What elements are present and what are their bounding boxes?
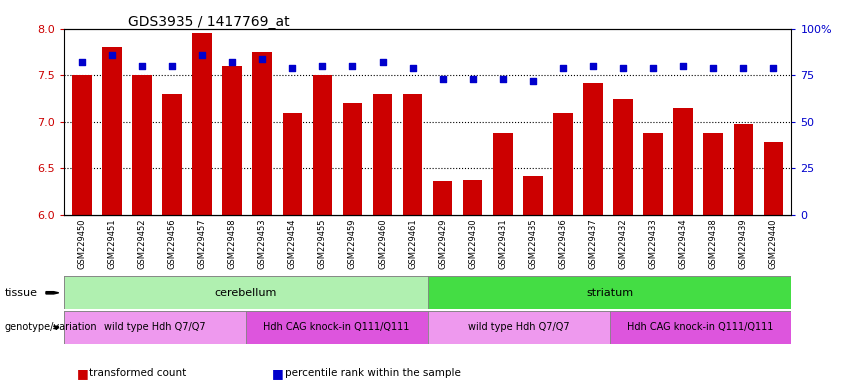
- Bar: [493, 133, 512, 215]
- Text: GSM229436: GSM229436: [558, 218, 568, 269]
- Bar: [734, 124, 753, 215]
- Text: percentile rank within the sample: percentile rank within the sample: [285, 368, 461, 378]
- Point: [496, 76, 510, 82]
- Bar: [64, 276, 427, 309]
- Text: GSM229455: GSM229455: [318, 218, 327, 268]
- Text: genotype/variation: genotype/variation: [4, 322, 97, 333]
- Text: GSM229438: GSM229438: [709, 218, 717, 269]
- Text: GSM229458: GSM229458: [228, 218, 237, 269]
- Bar: [583, 83, 603, 215]
- Bar: [427, 311, 609, 344]
- Point: [767, 65, 780, 71]
- Text: GDS3935 / 1417769_at: GDS3935 / 1417769_at: [128, 15, 289, 29]
- Text: wild type Hdh Q7/Q7: wild type Hdh Q7/Q7: [104, 322, 206, 333]
- Bar: [614, 99, 633, 215]
- Point: [677, 63, 690, 69]
- Text: cerebellum: cerebellum: [214, 288, 277, 298]
- Text: wild type Hdh Q7/Q7: wild type Hdh Q7/Q7: [468, 322, 569, 333]
- Text: transformed count: transformed count: [89, 368, 186, 378]
- Text: GSM229459: GSM229459: [348, 218, 357, 268]
- Bar: [222, 66, 242, 215]
- Point: [556, 65, 569, 71]
- Text: GSM229439: GSM229439: [739, 218, 748, 269]
- Point: [406, 65, 420, 71]
- Point: [75, 59, 89, 65]
- Text: Hdh CAG knock-in Q111/Q111: Hdh CAG knock-in Q111/Q111: [627, 322, 774, 333]
- Bar: [523, 176, 543, 215]
- Bar: [609, 311, 791, 344]
- Bar: [64, 311, 246, 344]
- Bar: [132, 75, 151, 215]
- Text: GSM229456: GSM229456: [168, 218, 176, 269]
- Text: tissue: tissue: [4, 288, 37, 298]
- Text: GSM229460: GSM229460: [378, 218, 387, 269]
- Text: ■: ■: [77, 367, 89, 380]
- Text: GSM229452: GSM229452: [138, 218, 146, 268]
- Bar: [433, 180, 453, 215]
- Bar: [763, 142, 783, 215]
- Text: ■: ■: [272, 367, 284, 380]
- Bar: [253, 52, 272, 215]
- Point: [616, 65, 630, 71]
- Point: [165, 63, 179, 69]
- Bar: [643, 133, 663, 215]
- Text: GSM229453: GSM229453: [258, 218, 266, 269]
- Text: GSM229429: GSM229429: [438, 218, 447, 268]
- Text: GSM229457: GSM229457: [197, 218, 207, 269]
- Bar: [463, 180, 483, 215]
- Point: [346, 63, 359, 69]
- Point: [646, 65, 660, 71]
- Point: [526, 78, 540, 84]
- Text: GSM229434: GSM229434: [679, 218, 688, 269]
- Point: [196, 52, 209, 58]
- Bar: [427, 276, 791, 309]
- Bar: [343, 103, 363, 215]
- Text: GSM229430: GSM229430: [468, 218, 477, 269]
- Bar: [283, 113, 302, 215]
- Point: [376, 59, 390, 65]
- Text: GSM229461: GSM229461: [408, 218, 417, 269]
- Text: GSM229433: GSM229433: [648, 218, 658, 269]
- Text: GSM229437: GSM229437: [589, 218, 597, 269]
- Bar: [553, 113, 573, 215]
- Text: Hdh CAG knock-in Q111/Q111: Hdh CAG knock-in Q111/Q111: [264, 322, 410, 333]
- Bar: [673, 108, 693, 215]
- Bar: [704, 133, 723, 215]
- Bar: [312, 75, 332, 215]
- Bar: [102, 47, 122, 215]
- Text: GSM229451: GSM229451: [107, 218, 117, 268]
- Point: [286, 65, 300, 71]
- Bar: [403, 94, 422, 215]
- Text: GSM229431: GSM229431: [499, 218, 507, 269]
- Text: GSM229450: GSM229450: [77, 218, 86, 268]
- Bar: [246, 311, 427, 344]
- Text: GSM229454: GSM229454: [288, 218, 297, 268]
- Bar: [192, 33, 212, 215]
- Point: [226, 59, 239, 65]
- Text: striatum: striatum: [586, 288, 633, 298]
- Point: [706, 65, 720, 71]
- Point: [736, 65, 750, 71]
- Point: [465, 76, 479, 82]
- Text: GSM229432: GSM229432: [619, 218, 627, 269]
- Bar: [163, 94, 182, 215]
- Point: [135, 63, 149, 69]
- Text: GSM229440: GSM229440: [769, 218, 778, 268]
- Point: [586, 63, 600, 69]
- Text: GSM229435: GSM229435: [528, 218, 537, 269]
- Bar: [72, 75, 92, 215]
- Point: [255, 56, 269, 62]
- Point: [316, 63, 329, 69]
- Point: [436, 76, 449, 82]
- Bar: [373, 94, 392, 215]
- Point: [106, 52, 119, 58]
